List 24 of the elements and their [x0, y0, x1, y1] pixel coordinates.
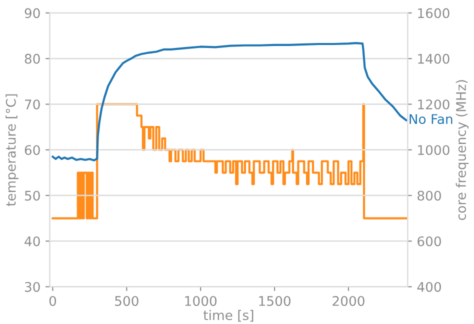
- line-series: [52, 42, 408, 162]
- x-tick-label: 1000: [185, 296, 217, 306]
- y2-tick-label: 1000: [418, 145, 450, 156]
- y-tick-label: 30: [24, 282, 40, 292]
- y-axis-title: temperature [°C]: [6, 94, 18, 206]
- series-label: No Fan: [410, 114, 452, 124]
- x-tick-label: 1500: [259, 296, 290, 306]
- y-tick-label: 80: [24, 54, 40, 64]
- x-tick-label: 500: [115, 296, 138, 306]
- y2-tick-label: 1600: [418, 8, 450, 18]
- y-tick-label: 40: [24, 236, 40, 246]
- x-tick-label: 0: [49, 296, 56, 306]
- y2-tick-label: 600: [418, 236, 441, 246]
- x-tick-label: 2000: [332, 296, 364, 306]
- y-tick-label: 60: [24, 145, 40, 156]
- y-tick-label: 90: [24, 8, 40, 18]
- x-axis-title: time [s]: [203, 310, 254, 322]
- y2-axis-title: core frequency (MHz): [456, 80, 469, 220]
- y-tick-label: 70: [25, 99, 40, 110]
- y2-tick-label: 1400: [418, 54, 450, 64]
- y-tick-label: 50: [24, 190, 40, 201]
- y2-tick-label: 1200: [418, 99, 450, 110]
- y2-tick-label: 400: [417, 282, 441, 292]
- y2-tick-label: 800: [418, 190, 441, 201]
